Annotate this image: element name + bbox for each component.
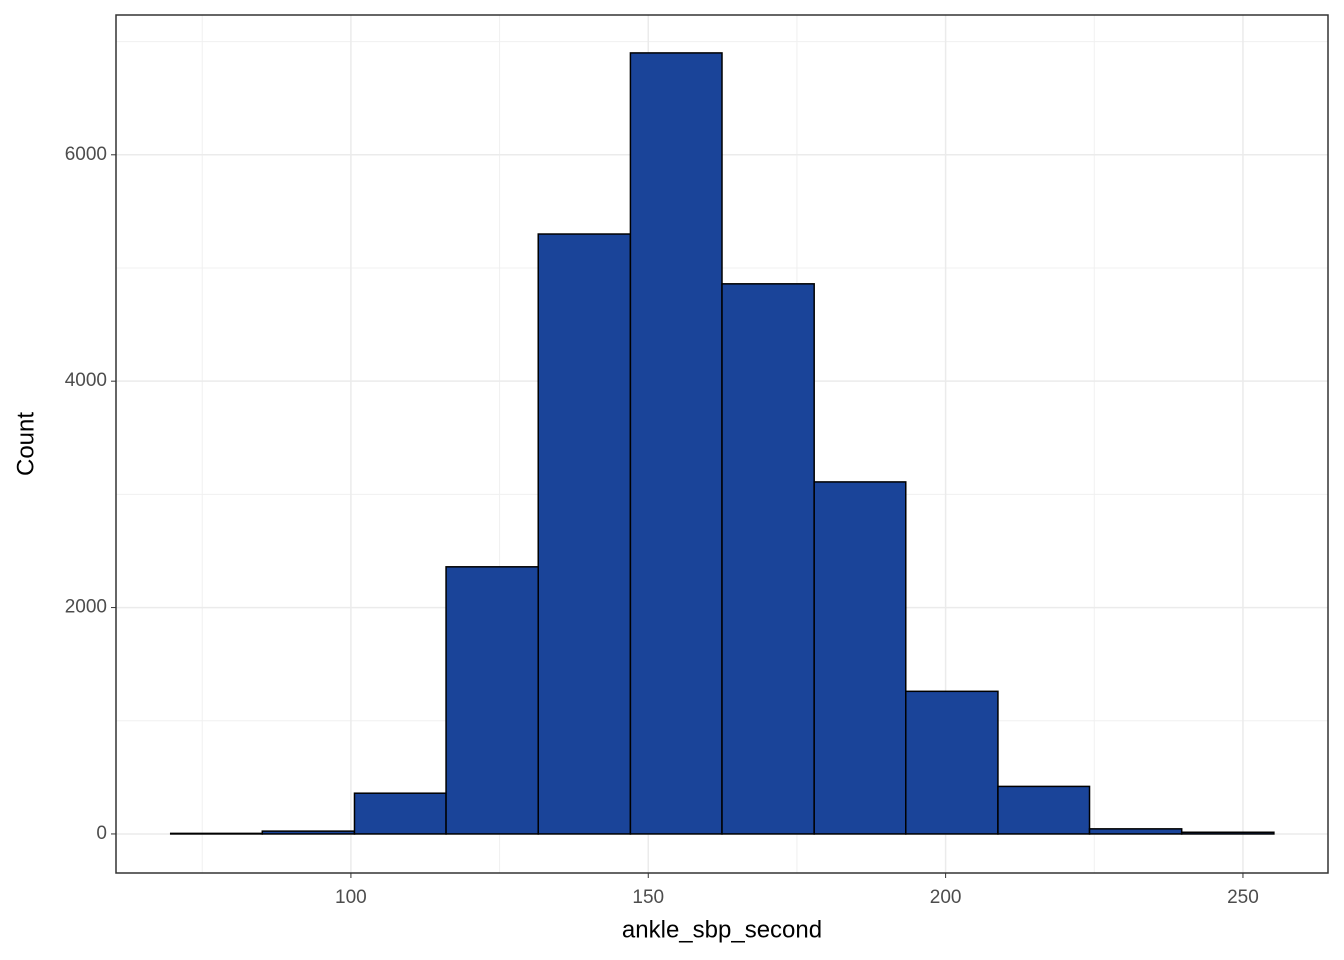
y-tick-label: 0 (96, 823, 107, 844)
bar (721, 283, 815, 835)
bar (997, 785, 1091, 835)
bar (537, 233, 632, 835)
bar (445, 566, 539, 835)
bar (353, 792, 447, 835)
bar (261, 830, 356, 835)
bar (169, 832, 264, 835)
y-tick-label: 6000 (65, 144, 107, 165)
x-tick-label: 100 (335, 887, 367, 908)
x-tick-label: 150 (632, 887, 664, 908)
x-tick-label: 200 (930, 887, 962, 908)
bar (629, 52, 723, 835)
bar (1088, 828, 1183, 835)
y-tick-label: 2000 (65, 597, 107, 618)
bar (905, 690, 999, 835)
bar (813, 481, 907, 835)
bar (1180, 831, 1275, 835)
y-tick-label: 4000 (65, 370, 107, 391)
plot-border (115, 14, 1329, 874)
x-axis-title: ankle_sbp_second (622, 916, 822, 943)
x-tick-label: 250 (1227, 887, 1259, 908)
y-axis-title: Count (12, 412, 39, 476)
